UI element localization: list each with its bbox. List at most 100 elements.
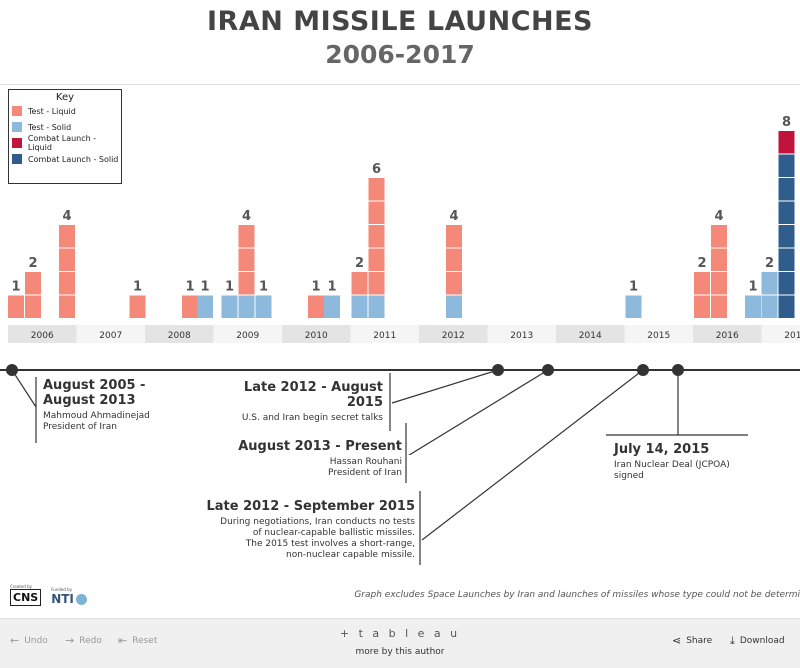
- legend-item: Combat Launch - Solid: [12, 151, 121, 167]
- timeline-entry: Late 2012 - August 2015 U.S. and Iran be…: [230, 380, 383, 424]
- x-tick-label: 2009: [236, 331, 259, 341]
- cns-logo[interactable]: CNS: [10, 589, 41, 606]
- bar-segment: [239, 249, 255, 272]
- bar-segment: [779, 155, 795, 178]
- more-by-author-link[interactable]: more by this author: [0, 647, 800, 657]
- bar-value-label: 1: [200, 280, 209, 295]
- share-icon: ⋖: [672, 634, 681, 647]
- bar-segment: [59, 225, 75, 248]
- divider: [0, 84, 800, 85]
- bar-segment: [222, 296, 238, 319]
- x-tick-label: 2013: [510, 331, 533, 341]
- share-button[interactable]: ⋖ Share: [672, 634, 712, 647]
- timeline-body: Mahmoud Ahmadinejad President of Iran: [43, 411, 193, 433]
- bar-segment: [711, 225, 727, 248]
- bar-segment: [446, 296, 462, 319]
- nti-label: NTI: [51, 592, 74, 606]
- legend-swatch: [12, 122, 22, 132]
- legend-label: Test - Liquid: [28, 107, 76, 116]
- bar-value-label: 4: [714, 209, 723, 224]
- bar-segment: [626, 296, 642, 319]
- bar-value-label: 6: [372, 162, 381, 177]
- bar-segment: [745, 296, 761, 319]
- bar-value-label: 2: [28, 256, 37, 271]
- legend-label: Combat Launch - Solid: [28, 155, 118, 164]
- bar-segment: [352, 272, 368, 295]
- bar-segment: [779, 272, 795, 295]
- bar-value-label: 2: [765, 256, 774, 271]
- x-tick-label: 2015: [647, 331, 670, 341]
- bar-segment: [369, 249, 385, 272]
- bar-segment: [239, 272, 255, 295]
- download-button[interactable]: ⤓ Download: [730, 634, 785, 648]
- bar-value-label: 1: [225, 280, 234, 295]
- timeline-heading: August 2013 - Present: [230, 439, 402, 454]
- bar-value-label: 1: [311, 280, 320, 295]
- legend-swatch: [12, 154, 22, 164]
- bar-segment: [256, 296, 272, 319]
- bar-segment: [182, 296, 198, 319]
- bar-value-label: 1: [11, 280, 20, 295]
- bar-segment: [711, 296, 727, 319]
- bar-value-label: 2: [355, 256, 364, 271]
- created-by: Created by CNS: [10, 584, 41, 606]
- bar-segment: [711, 249, 727, 272]
- timeline-entry: August 2013 - Present Hassan Rouhani Pre…: [230, 439, 402, 479]
- timeline-body: Hassan Rouhani President of Iran: [230, 457, 402, 479]
- x-tick-label: 2008: [168, 331, 191, 341]
- bar-segment: [779, 178, 795, 201]
- legend-title: Key: [9, 92, 121, 103]
- bar-value-label: 4: [449, 209, 458, 224]
- download-label: Download: [740, 636, 785, 646]
- footnote: Graph excludes Space Launches by Iran an…: [354, 590, 800, 600]
- timeline-heading: Late 2012 - September 2015: [205, 499, 415, 514]
- timeline-heading: August 2005 - August 2013: [43, 378, 193, 408]
- bar-value-label: 8: [782, 115, 791, 130]
- x-tick-label: 2011: [373, 331, 396, 341]
- bar-value-label: 1: [748, 280, 757, 295]
- chart-title: IRAN MISSILE LAUNCHES: [0, 6, 800, 37]
- bar-segment: [694, 272, 710, 295]
- timeline-body: Iran Nuclear Deal (JCPOA) signed: [614, 460, 774, 482]
- timeline-entry: July 14, 2015 Iran Nuclear Deal (JCPOA) …: [614, 442, 774, 482]
- funded-by: Funded by NTI: [51, 587, 87, 606]
- bar-segment: [324, 296, 340, 319]
- bar-segment: [369, 202, 385, 225]
- timeline-entry: Late 2012 - September 2015 During negoti…: [205, 499, 415, 561]
- x-tick-label: 2010: [305, 331, 328, 341]
- chart-subtitle: 2006-2017: [0, 40, 800, 69]
- timeline-entry: August 2005 - August 2013 Mahmoud Ahmadi…: [43, 378, 193, 433]
- bar-segment: [25, 272, 41, 295]
- x-tick-label: 2016: [716, 331, 739, 341]
- x-tick-label: 2017: [784, 331, 800, 341]
- legend-item: Combat Launch - Liquid: [12, 135, 121, 151]
- timeline-body: U.S. and Iran begin secret talks: [230, 413, 383, 424]
- x-tick-label: 2014: [579, 331, 602, 341]
- bar-segment: [308, 296, 324, 319]
- bar-value-label: 4: [62, 209, 71, 224]
- timeline-heading: Late 2012 - August 2015: [230, 380, 383, 410]
- bar-segment: [369, 272, 385, 295]
- bar-segment: [130, 296, 146, 319]
- timeline-body: During negotiations, Iran conducts no te…: [205, 517, 415, 561]
- bar-segment: [779, 249, 795, 272]
- bar-segment: [239, 296, 255, 319]
- bar-value-label: 1: [185, 280, 194, 295]
- x-tick-label: 2012: [442, 331, 465, 341]
- bar-segment: [197, 296, 213, 319]
- bar-segment: [446, 225, 462, 248]
- legend-label: Combat Launch - Liquid: [28, 134, 121, 152]
- toolbar: ←Undo →Redo ⇤Reset + t a b l e a u more …: [0, 618, 800, 668]
- x-tick-label: 2006: [31, 331, 54, 341]
- bar-segment: [446, 272, 462, 295]
- bar-segment: [779, 296, 795, 319]
- bar-segment: [25, 296, 41, 319]
- share-label: Share: [686, 636, 712, 646]
- bar-segment: [59, 249, 75, 272]
- bar-segment: [762, 272, 778, 295]
- bar-segment: [352, 296, 368, 319]
- nti-logo[interactable]: NTI: [51, 592, 87, 606]
- download-icon: ⤓: [730, 634, 735, 648]
- legend-item: Test - Liquid: [12, 103, 121, 119]
- logos: Created by CNS Funded by NTI: [10, 584, 87, 606]
